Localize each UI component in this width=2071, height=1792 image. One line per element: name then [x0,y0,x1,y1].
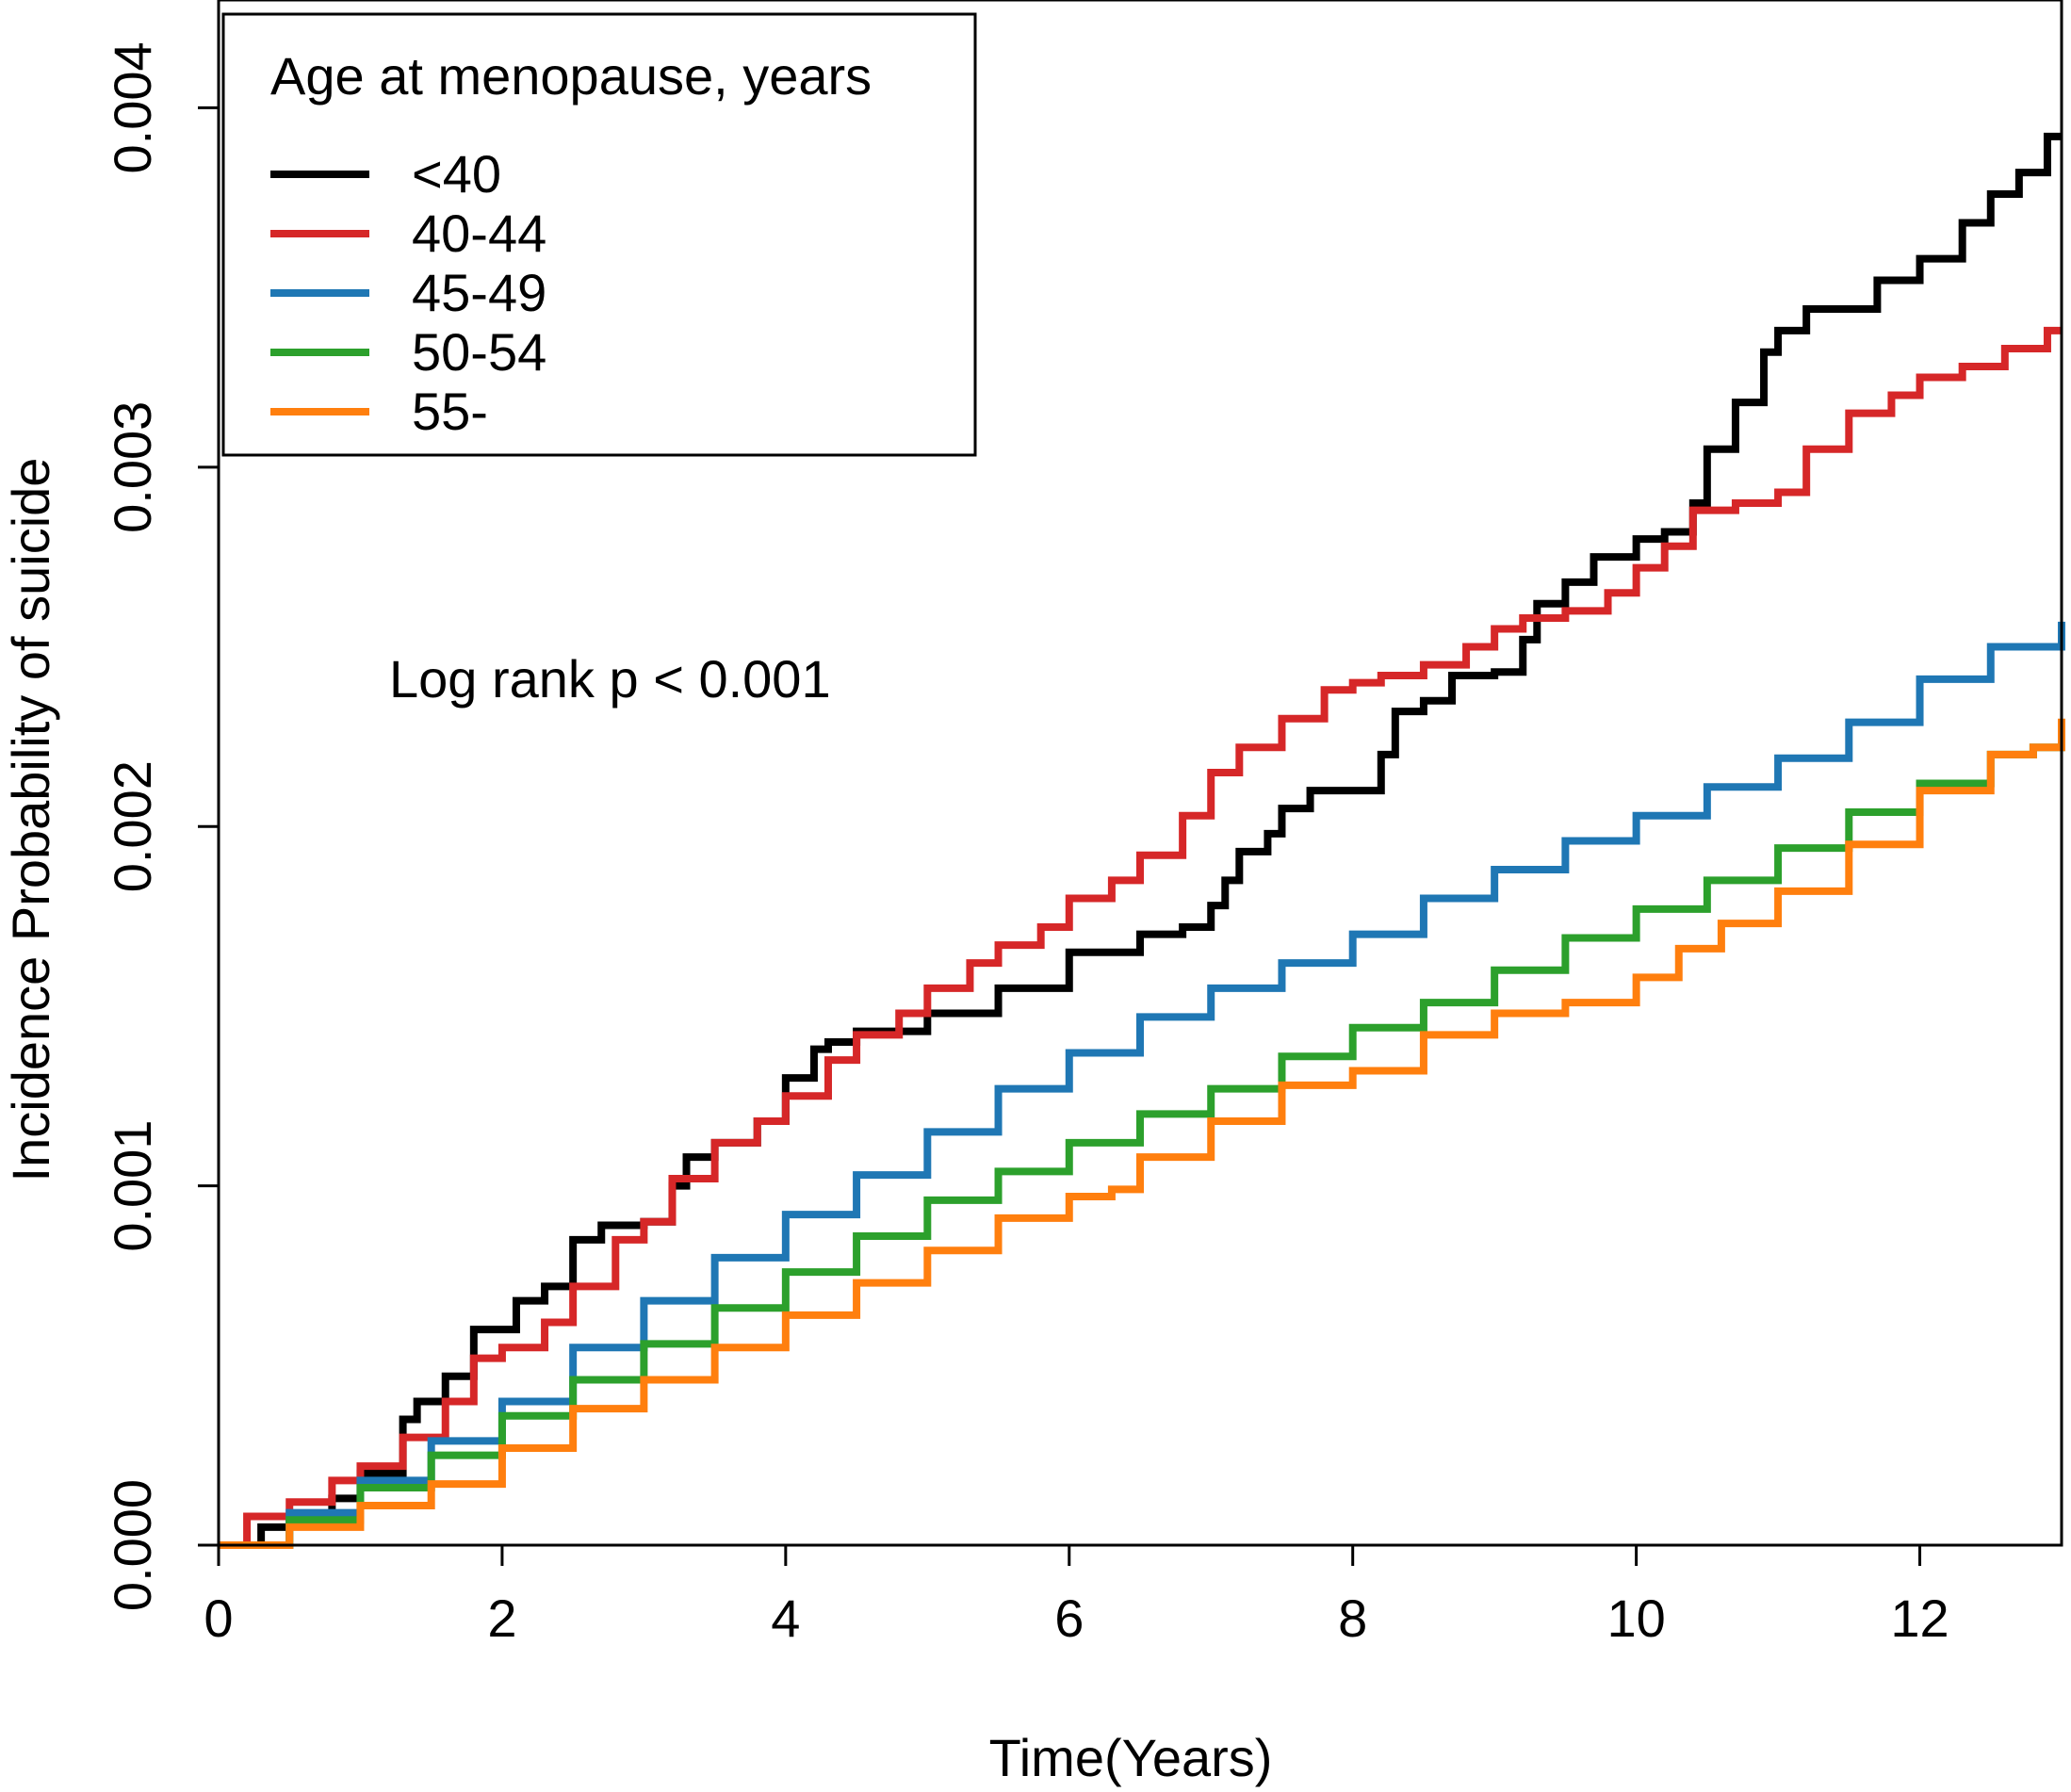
x-tick-label: 2 [487,1588,516,1648]
curves-layer [219,132,2065,1549]
series-line-4 [219,718,2065,1549]
x-axis: 0 2 4 6 8 10 12 [204,1543,1949,1648]
x-axis-title: Time(Years) [989,1728,1273,1787]
series-line-0 [219,132,2062,1549]
legend-label-3: 50-54 [412,322,546,382]
x-tick-label: 0 [204,1588,233,1648]
legend-title: Age at menopause, years [270,46,872,106]
series-line-2 [219,621,2065,1549]
legend: Age at menopause, years <4040-4445-4950-… [221,12,977,457]
legend-label-1: 40-44 [412,204,546,263]
x-tick-label: 6 [1054,1588,1084,1648]
x-tick-label: 12 [1890,1588,1949,1648]
x-tick-label: 10 [1606,1588,1665,1648]
y-tick-label: 0.001 [103,1120,162,1252]
legend-label-4: 55- [412,382,488,441]
x-tick-label: 8 [1338,1588,1367,1648]
y-axis: 0.000 0.001 0.002 0.003 0.004 [103,41,220,1611]
series-line-1 [219,326,2062,1549]
y-tick-label: 0.000 [103,1479,162,1611]
y-tick-label: 0.004 [103,41,162,173]
x-tick-label: 4 [771,1588,800,1648]
legend-label-0: <40 [412,144,501,204]
y-tick-label: 0.003 [103,401,162,533]
log-rank-annotation: Log rank p < 0.001 [389,649,831,709]
legend-label-2: 45-49 [412,263,546,322]
y-axis-title: Incidence Probability of suicide [1,458,60,1182]
y-tick-label: 0.002 [103,760,162,892]
